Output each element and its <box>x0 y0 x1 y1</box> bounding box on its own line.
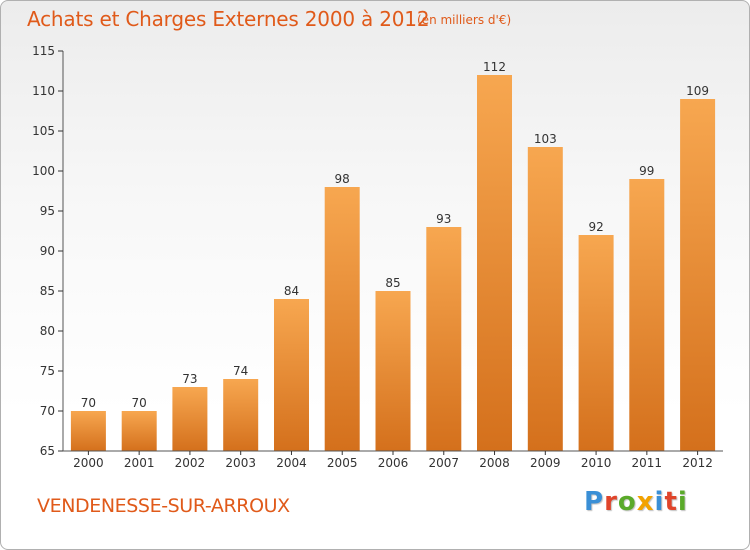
x-tick-label: 2000 <box>73 456 104 470</box>
x-tick-label: 2001 <box>124 456 155 470</box>
x-tick-label: 2009 <box>530 456 561 470</box>
bar <box>223 379 259 451</box>
y-tick-label: 95 <box>40 204 55 218</box>
x-tick-label: 2004 <box>276 456 307 470</box>
x-tick-label: 2006 <box>378 456 409 470</box>
bar-value-label: 70 <box>132 396 147 410</box>
bar <box>426 227 462 451</box>
y-tick-label: 110 <box>32 84 55 98</box>
chart-title: Achats et Charges Externes 2000 à 2012 <box>27 7 430 31</box>
commune-name: VENDENESSE-SUR-ARROUX <box>37 495 290 517</box>
bar-value-label: 92 <box>588 220 603 234</box>
logo-letter: P <box>584 487 605 517</box>
bar <box>527 147 563 451</box>
y-tick-label: 85 <box>40 284 55 298</box>
x-tick-label: 2003 <box>225 456 256 470</box>
x-tick-label: 2011 <box>632 456 663 470</box>
bar-value-label: 70 <box>81 396 96 410</box>
bar-value-label: 93 <box>436 212 451 226</box>
bar-value-label: 74 <box>233 364 248 378</box>
y-tick-label: 65 <box>40 444 55 458</box>
bar <box>680 99 716 451</box>
bar <box>477 75 512 451</box>
bar <box>274 299 309 451</box>
bar-value-label: 98 <box>335 172 350 186</box>
y-tick-label: 115 <box>32 44 55 58</box>
bar-value-label: 73 <box>182 372 197 386</box>
bar-value-label: 103 <box>534 132 557 146</box>
bar-series: 70 70 73 74 84 98 85 93 112 103 92 99 109 <box>70 60 716 451</box>
bar-value-label: 85 <box>385 276 400 290</box>
y-tick-label: 75 <box>40 364 55 378</box>
x-tick-label: 2010 <box>581 456 612 470</box>
x-tick-label: 2008 <box>479 456 510 470</box>
logo-letter: i <box>677 487 688 517</box>
x-tick-label: 2005 <box>327 456 358 470</box>
chart-subtitle: (en milliers d'€) <box>417 13 512 27</box>
bar <box>629 179 665 451</box>
bar-value-label: 109 <box>686 84 709 98</box>
y-tick-label: 105 <box>32 124 55 138</box>
bar <box>324 187 360 451</box>
bar-value-label: 99 <box>639 164 654 178</box>
x-tick-label: 2012 <box>682 456 713 470</box>
bar-value-label: 112 <box>483 60 506 74</box>
y-tick-label: 100 <box>32 164 55 178</box>
bar <box>578 235 614 451</box>
bar <box>70 411 106 451</box>
bar <box>121 411 157 451</box>
logo-letter: o <box>617 487 637 517</box>
bar <box>172 387 208 451</box>
logo-letter: r <box>604 487 618 517</box>
proxiti-logo: Proxiti <box>584 487 688 517</box>
y-tick-label: 90 <box>40 244 55 258</box>
logo-letter: t <box>664 487 678 517</box>
logo-letter: i <box>654 487 665 517</box>
logo-letter: x <box>636 487 655 517</box>
y-tick-label: 70 <box>40 404 55 418</box>
bar-value-label: 84 <box>284 284 299 298</box>
y-tick-label: 80 <box>40 324 55 338</box>
x-tick-label: 2007 <box>429 456 460 470</box>
axes: 65 70 75 80 85 90 95 100 105 110 115 2000 2001 2002 20… <box>32 44 723 470</box>
x-tick-label: 2002 <box>175 456 206 470</box>
bar <box>375 291 411 451</box>
